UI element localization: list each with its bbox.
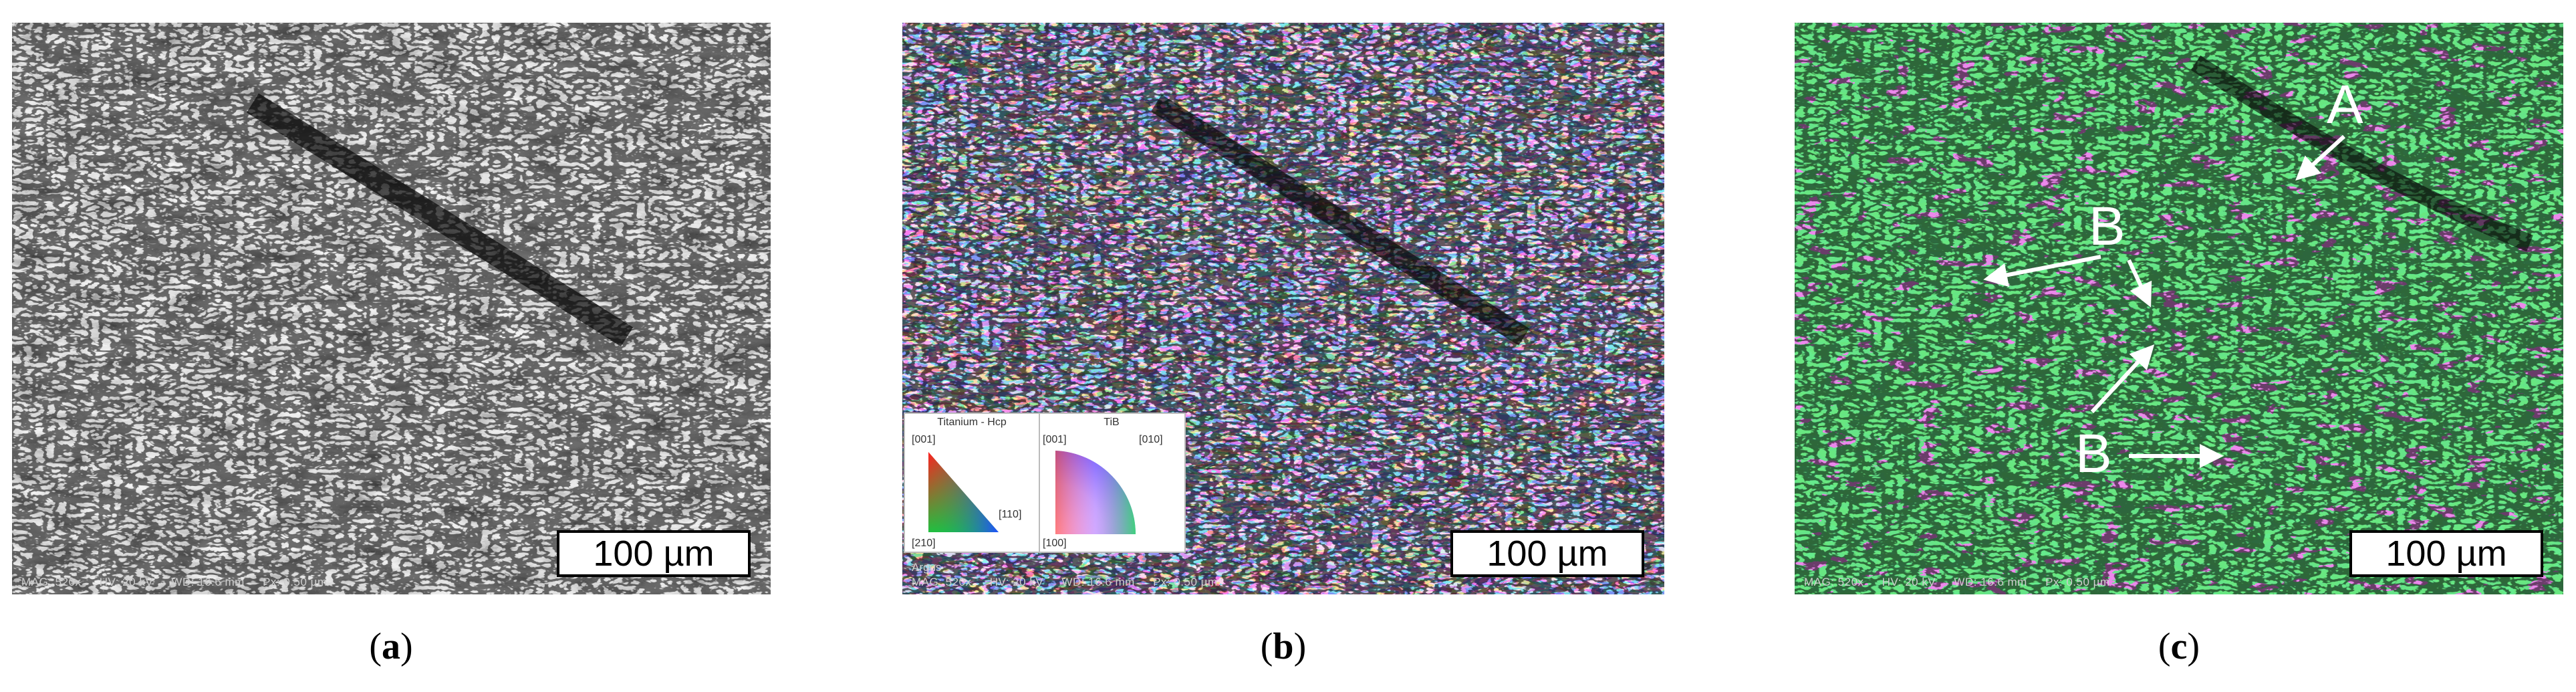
info-mag: MAG: 520x [912, 576, 972, 588]
arrow-b1-down [2127, 259, 2152, 308]
grayscale-micrograph [12, 23, 771, 594]
panel-c-phase-map: A B B 100 µm MAG: 520x HV: 20 kV WD: 16.… [1795, 23, 2563, 594]
legend-tib-label-010: [010] [1139, 434, 1163, 445]
annotation-a: A [2327, 74, 2363, 135]
info-wd: WD: 16.6 mm [1954, 576, 2027, 588]
legend-ti-label-001: [001] [912, 434, 936, 445]
info-mag: MAG: 520x [1804, 576, 1864, 588]
legend-tib-title: TiB [1104, 417, 1120, 428]
caption-letter-b: b [1273, 626, 1294, 667]
info-mag: MAG: 520x [21, 576, 82, 588]
legend-ti-label-110: [110] [999, 509, 1022, 520]
legend-titanium-hcp: Titanium - Hcp [001] [110] [210] [905, 414, 1040, 552]
panel-b-ipf-map: Titanium - Hcp [001] [110] [210] [902, 23, 1664, 594]
arrow-a [2295, 134, 2346, 181]
panel-a-micrograph: 100 µm MAG: 520x HV: 20 kV WD: 16.6 mm P… [12, 23, 771, 594]
legend-ti-label-210: [210] [912, 538, 936, 549]
acquisition-info: MAG: 520x HV: 20 kV WD: 16.6 mm Px: 0.50… [1804, 576, 2125, 589]
info-wd: WD: 16.6 mm [1061, 576, 1135, 588]
info-px: Px: 0.50 µm [1153, 576, 1218, 588]
scale-bar: 100 µm [1450, 530, 1644, 577]
annotation-b-upper: B [2089, 196, 2126, 257]
annotation-b-lower: B [2075, 423, 2112, 484]
phase-map [1795, 23, 2563, 594]
info-px: Px: 0.50 µm [2045, 576, 2110, 588]
legend-titanium-title: Titanium - Hcp [937, 417, 1007, 428]
hcp-color-triangle [928, 452, 999, 532]
caption-letter-a: a [382, 626, 400, 667]
caption-b: (b) [1260, 626, 1307, 667]
info-px: Px: 0.50 µm [263, 576, 328, 588]
tib-color-quadrant [1055, 451, 1136, 534]
legend-tib-label-001: [001] [1043, 434, 1067, 445]
detector-label: Argus [912, 561, 942, 574]
legend-tib: TiB [001] [010] [1039, 414, 1184, 552]
info-hv: HV: 20 kV [1882, 576, 1936, 588]
orientation-color-map [902, 23, 1664, 594]
scale-bar: 100 µm [2349, 530, 2543, 577]
info-hv: HV: 20 kV [99, 576, 154, 588]
acquisition-info: MAG: 520x HV: 20 kV WD: 16.6 mm Px: 0.50… [21, 576, 342, 589]
arrow-b1-left [1983, 255, 2101, 287]
caption-a: (a) [369, 626, 413, 667]
color-key-legend: Titanium - Hcp [001] [110] [210] [904, 413, 1186, 553]
caption-letter-c: c [2170, 626, 2188, 667]
legend-tib-label-100: [100] [1043, 538, 1067, 549]
annotation-arrows [1983, 134, 2346, 468]
scale-bar: 100 µm [557, 530, 751, 577]
arrow-b2-up [2090, 344, 2155, 414]
acquisition-info: MAG: 520x HV: 20 kV WD: 16.6 mm Px: 0.50… [912, 576, 1233, 589]
info-wd: WD: 16.6 mm [171, 576, 245, 588]
info-hv: HV: 20 kV [989, 576, 1044, 588]
caption-c: (c) [2158, 626, 2200, 667]
